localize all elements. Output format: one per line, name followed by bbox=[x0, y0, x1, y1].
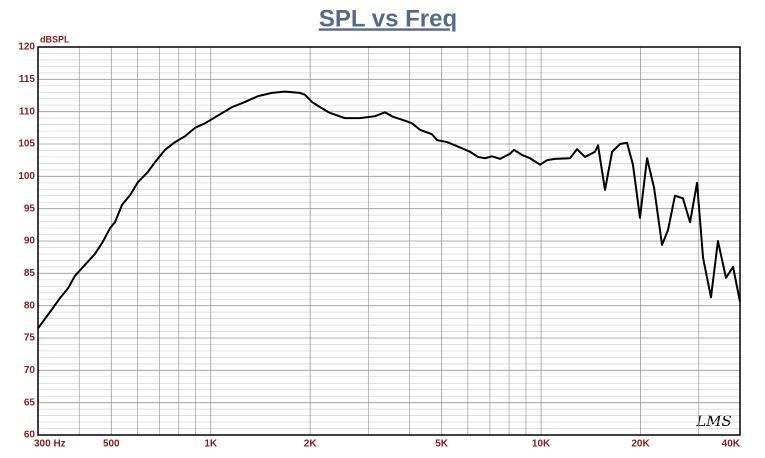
x-tick-label: 20K bbox=[631, 439, 650, 450]
y-tick-label: 75 bbox=[24, 333, 36, 344]
x-tick-label: 40K bbox=[722, 439, 741, 450]
y-tick-label: 85 bbox=[24, 268, 36, 279]
x-tick-label: 1K bbox=[204, 439, 218, 450]
response-curve bbox=[37, 90, 741, 329]
y-tick-label: 100 bbox=[18, 171, 35, 182]
x-tick-label: 500 bbox=[103, 439, 120, 450]
y-tick-label: 90 bbox=[24, 236, 36, 247]
x-tick-label: 2K bbox=[304, 439, 318, 450]
x-tick-label: 5K bbox=[435, 439, 449, 450]
y-tick-label: 60 bbox=[24, 430, 36, 441]
x-tick-label: 10K bbox=[532, 439, 551, 450]
y-tick-label: 80 bbox=[24, 300, 36, 311]
y-tick-label: 110 bbox=[19, 106, 36, 117]
y-tick-label: 95 bbox=[24, 203, 36, 214]
plot-frame bbox=[37, 46, 741, 436]
y-tick-label: 65 bbox=[24, 397, 36, 408]
y-tick-label: 115 bbox=[19, 74, 36, 85]
x-tick-label: 300 Hz bbox=[34, 439, 66, 450]
y-tick-label: 120 bbox=[18, 42, 35, 53]
y-axis-label: dBSPL bbox=[40, 34, 70, 44]
y-tick-label: 70 bbox=[24, 365, 36, 376]
chart-title: SPL vs Freq bbox=[319, 5, 457, 32]
logo: LMS bbox=[695, 412, 732, 430]
y-tick-label: 105 bbox=[18, 139, 35, 150]
